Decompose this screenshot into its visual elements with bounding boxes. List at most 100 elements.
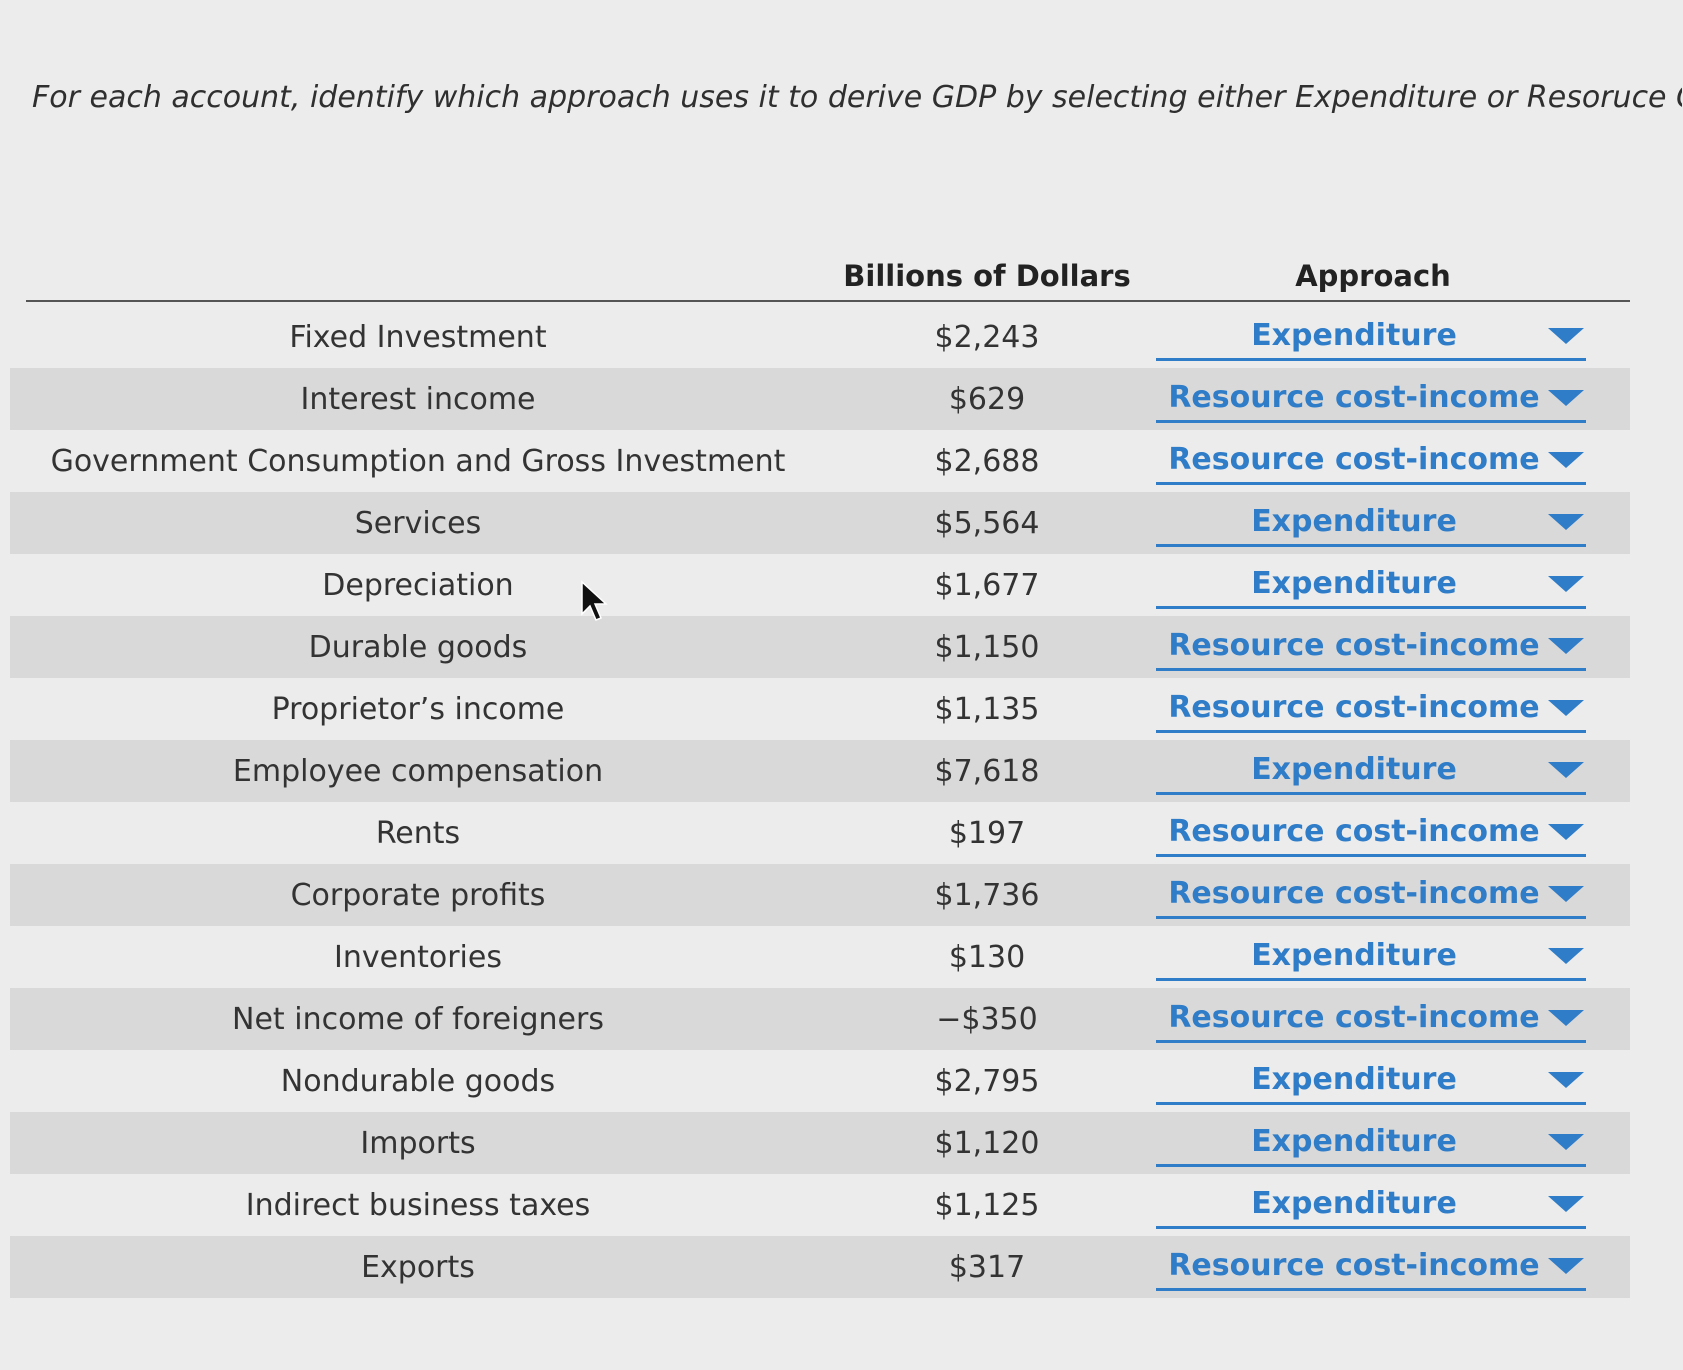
approach-dropdown[interactable]: Expenditure xyxy=(1156,1120,1586,1167)
table-row: Nondurable goods $2,795 Expenditure xyxy=(10,1050,1630,1112)
account-name: Imports xyxy=(360,1125,476,1161)
table-row: Indirect business taxes $1,125 Expenditure xyxy=(10,1174,1630,1236)
table-row: Services $5,564 Expenditure xyxy=(10,492,1630,554)
approach-dropdown[interactable]: Expenditure xyxy=(1156,314,1586,361)
account-amount: $2,795 xyxy=(934,1063,1040,1099)
approach-selected-value: Expenditure xyxy=(1251,752,1457,787)
approach-selected-value: Resource cost-income xyxy=(1168,690,1540,725)
table-row: Net income of foreigners −$350 Resource co… xyxy=(10,988,1630,1050)
approach-selected-value: Resource cost-income xyxy=(1168,1248,1540,1283)
table-row: Fixed Investment $2,243 Expenditure xyxy=(10,306,1630,368)
header-amount: Billions of Dollars xyxy=(843,259,1131,293)
table-header: Billions of Dollars Approach xyxy=(26,252,1630,302)
table-row: Depreciation $1,677 Expenditure xyxy=(10,554,1630,616)
account-amount: $629 xyxy=(948,381,1026,417)
table-body: Fixed Investment $2,243 Expenditure Interes… xyxy=(10,306,1630,1298)
table-row: Imports $1,120 Expenditure xyxy=(10,1112,1630,1174)
approach-dropdown[interactable]: Expenditure xyxy=(1156,1058,1586,1105)
approach-dropdown[interactable]: Resource cost-income xyxy=(1156,996,1586,1043)
chevron-down-icon[interactable] xyxy=(1548,1257,1584,1274)
approach-selected-value: Expenditure xyxy=(1251,938,1457,973)
approach-dropdown[interactable]: Expenditure xyxy=(1156,748,1586,795)
chevron-down-icon[interactable] xyxy=(1548,1009,1584,1026)
table-row: Exports $317 Resource cost-income xyxy=(10,1236,1630,1298)
approach-dropdown[interactable]: Resource cost-income xyxy=(1156,1244,1586,1291)
chevron-down-icon[interactable] xyxy=(1548,761,1584,778)
approach-dropdown[interactable]: Expenditure xyxy=(1156,934,1586,981)
chevron-down-icon[interactable] xyxy=(1548,637,1584,654)
approach-selected-value: Expenditure xyxy=(1251,1186,1457,1221)
account-name: Employee compensation xyxy=(232,753,604,789)
chevron-down-icon[interactable] xyxy=(1548,513,1584,530)
chevron-down-icon[interactable] xyxy=(1548,1071,1584,1088)
approach-dropdown[interactable]: Resource cost-income xyxy=(1156,438,1586,485)
approach-dropdown[interactable]: Resource cost-income xyxy=(1156,810,1586,857)
chevron-down-icon[interactable] xyxy=(1548,823,1584,840)
account-name: Indirect business taxes xyxy=(245,1187,591,1223)
account-amount: $5,564 xyxy=(934,505,1040,541)
chevron-down-icon[interactable] xyxy=(1548,699,1584,716)
approach-selected-value: Expenditure xyxy=(1251,318,1457,353)
approach-selected-value: Expenditure xyxy=(1251,504,1457,539)
chevron-down-icon[interactable] xyxy=(1548,575,1584,592)
table-row: Durable goods $1,150 Resource cost-income xyxy=(10,616,1630,678)
account-name: Government Consumption and Gross Investm… xyxy=(50,443,786,479)
approach-selected-value: Expenditure xyxy=(1251,566,1457,601)
approach-selected-value: Resource cost-income xyxy=(1168,876,1540,911)
gdp-accounts-table: Billions of Dollars Approach Fixed Inves… xyxy=(10,252,1630,1298)
approach-dropdown[interactable]: Resource cost-income xyxy=(1156,872,1586,919)
account-name: Proprietor’s income xyxy=(271,691,565,727)
account-name: Exports xyxy=(361,1249,475,1285)
approach-selected-value: Resource cost-income xyxy=(1168,1000,1540,1035)
table-row: Interest income $629 Resource cost-income xyxy=(10,368,1630,430)
approach-dropdown[interactable]: Resource cost-income xyxy=(1156,624,1586,671)
approach-dropdown[interactable]: Resource cost-income xyxy=(1156,686,1586,733)
chevron-down-icon[interactable] xyxy=(1548,1133,1584,1150)
account-name: Corporate profits xyxy=(290,877,546,913)
instruction-text: For each account, identify which approac… xyxy=(32,80,1682,115)
account-amount: $1,135 xyxy=(934,691,1040,727)
chevron-down-icon[interactable] xyxy=(1548,1195,1584,1212)
approach-selected-value: Expenditure xyxy=(1251,1062,1457,1097)
chevron-down-icon[interactable] xyxy=(1548,947,1584,964)
approach-selected-value: Resource cost-income xyxy=(1168,628,1540,663)
approach-dropdown[interactable]: Expenditure xyxy=(1156,562,1586,609)
account-amount: −$350 xyxy=(936,1001,1038,1037)
approach-selected-value: Resource cost-income xyxy=(1168,380,1540,415)
account-amount: $1,120 xyxy=(934,1125,1040,1161)
table-row: Proprietor’s income $1,135 Resource cost-i… xyxy=(10,678,1630,740)
chevron-down-icon[interactable] xyxy=(1548,451,1584,468)
approach-dropdown[interactable]: Expenditure xyxy=(1156,500,1586,547)
account-name: Interest income xyxy=(300,381,536,417)
account-amount: $130 xyxy=(948,939,1026,975)
account-amount: $2,688 xyxy=(934,443,1040,479)
table-row: Inventories $130 Expenditure xyxy=(10,926,1630,988)
table-row: Employee compensation $7,618 Expenditure xyxy=(10,740,1630,802)
account-amount: $1,150 xyxy=(934,629,1040,665)
chevron-down-icon[interactable] xyxy=(1548,327,1584,344)
chevron-down-icon[interactable] xyxy=(1548,885,1584,902)
account-amount: $1,125 xyxy=(934,1187,1040,1223)
account-amount: $7,618 xyxy=(934,753,1040,789)
table-row: Rents $197 Resource cost-income xyxy=(10,802,1630,864)
account-name: Services xyxy=(354,505,482,541)
account-name: Nondurable goods xyxy=(280,1063,556,1099)
account-amount: $197 xyxy=(948,815,1026,851)
table-row: Government Consumption and Gross Investm… xyxy=(10,430,1630,492)
account-amount: $317 xyxy=(948,1249,1026,1285)
approach-selected-value: Expenditure xyxy=(1251,1124,1457,1159)
account-name: Durable goods xyxy=(308,629,528,665)
account-name: Rents xyxy=(375,815,461,851)
account-name: Inventories xyxy=(334,939,502,975)
approach-dropdown[interactable]: Resource cost-income xyxy=(1156,376,1586,423)
chevron-down-icon[interactable] xyxy=(1548,389,1584,406)
account-amount: $1,677 xyxy=(934,567,1040,603)
approach-selected-value: Resource cost-income xyxy=(1168,442,1540,477)
account-name: Fixed Investment xyxy=(289,319,547,355)
approach-dropdown[interactable]: Expenditure xyxy=(1156,1182,1586,1229)
account-amount: $1,736 xyxy=(934,877,1040,913)
account-name: Net income of foreigners xyxy=(232,1001,604,1037)
table-row: Corporate profits $1,736 Resource cost-inc… xyxy=(10,864,1630,926)
account-name: Depreciation xyxy=(322,567,514,603)
approach-selected-value: Resource cost-income xyxy=(1168,814,1540,849)
